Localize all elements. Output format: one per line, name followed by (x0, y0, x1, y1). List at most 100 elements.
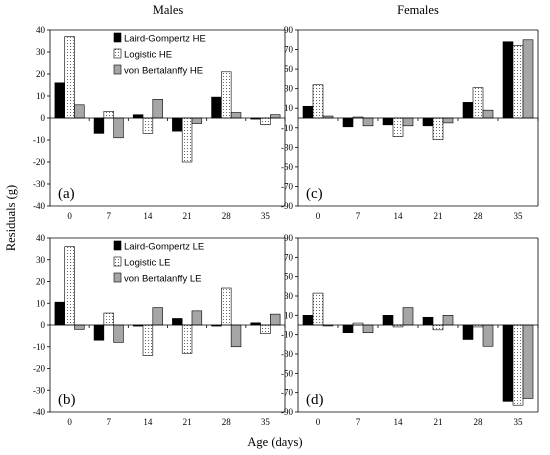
y-tick-label: -90 (281, 407, 293, 417)
chart-panel-a: -40 -30 -20 -10 0 10 20 30 40 0 7 14 21 28 35 (a) Laird-… (33, 25, 286, 221)
column-title-females: Females (397, 3, 439, 17)
bar-b-s2-c5 (270, 313, 281, 326)
bar-b-s1-c4 (221, 287, 232, 326)
x-tick-label: 28 (222, 211, 232, 221)
chart-panel-b: -40 -30 -20 -10 0 10 20 30 40 0 7 14 21 28 35 (b) Laird-… (33, 233, 286, 427)
bar-c-s1-c5 (512, 45, 524, 119)
y-tick-label: -30 (281, 142, 293, 152)
x-tick-label: 14 (394, 417, 404, 427)
x-tick-label: 21 (183, 211, 192, 221)
bar-a-s1-c0 (64, 36, 75, 119)
bar-c-s2-c1 (362, 117, 374, 127)
bar-a-s0-c0 (54, 82, 65, 119)
bar-a-s1-c5 (260, 117, 271, 125)
x-tick-label: 14 (143, 417, 153, 427)
legend-entry: Logistic LE (124, 258, 170, 269)
panel-label: (b) (58, 392, 76, 408)
bar-d-s0-c5 (502, 324, 514, 402)
bar-b-s1-c2 (142, 324, 154, 356)
legend-entry: Logistic HE (124, 50, 172, 61)
bar-c-s0-c3 (422, 117, 434, 127)
legend-swatch (113, 272, 122, 283)
y-tick-label: 0 (41, 113, 46, 123)
bar-a-s2-c4 (230, 112, 242, 119)
chart-panel-d: -90 -70 -50 -30 -10 10 30 50 70 90 0 7 14 21 28 35 (d) (281, 233, 539, 427)
y-tick-label: 90 (284, 25, 294, 35)
x-tick-label: 14 (394, 211, 404, 221)
y-tick-label: 30 (36, 47, 46, 57)
bar-c-s0-c2 (382, 117, 394, 126)
x-tick-label: 35 (261, 417, 271, 427)
bar-a-s1-c1 (103, 111, 114, 119)
bar-a-s1-c2 (142, 117, 154, 134)
bar-c-s2-c5 (522, 39, 534, 119)
y-tick-label: -20 (33, 157, 45, 167)
y-tick-label: 20 (36, 277, 46, 287)
bar-c-s0-c4 (462, 102, 474, 119)
y-tick-label: 30 (36, 255, 46, 265)
y-tick-label: -30 (281, 349, 293, 359)
y-tick-label: 40 (36, 25, 46, 35)
x-tick-label: 0 (67, 211, 72, 221)
x-tick-label: 28 (474, 417, 484, 427)
panel-label: (d) (306, 392, 324, 408)
bar-d-s2-c5 (522, 324, 534, 399)
y-tick-label: -10 (33, 342, 45, 352)
legend-swatch (113, 256, 122, 267)
y-tick-label: -70 (281, 181, 293, 191)
bar-c-s1-c0 (312, 84, 324, 119)
y-tick-label: 10 (284, 103, 294, 113)
y-tick-label: -10 (281, 123, 293, 133)
y-tick-label: -30 (33, 385, 45, 395)
legend-swatch (113, 64, 122, 75)
bar-c-s0-c1 (342, 117, 354, 128)
x-tick-label: 7 (356, 417, 361, 427)
bar-d-s0-c2 (382, 315, 394, 326)
bar-b-s2-c3 (191, 310, 203, 326)
legend-entry: Laird-Gompertz LE (124, 242, 204, 253)
bar-a-s2-c0 (74, 104, 85, 119)
y-tick-label: -10 (33, 135, 45, 145)
legend-swatch (113, 48, 122, 59)
y-tick-label: 70 (284, 252, 294, 262)
bar-c-s0-c5 (502, 41, 514, 119)
y-axis-title: Residuals (g) (4, 185, 18, 251)
y-tick-label: 0 (41, 320, 46, 330)
y-tick-label: 50 (284, 272, 294, 282)
y-tick-label: 30 (284, 84, 294, 94)
bar-d-s1-c3 (432, 324, 444, 331)
bar-d-s0-c4 (462, 324, 474, 340)
legend: Laird-Gompertz HE Logistic HE von Bertalan… (113, 32, 206, 77)
x-tick-label: 35 (514, 417, 524, 427)
y-tick-label: 10 (284, 310, 294, 320)
bar-b-s2-c4 (230, 324, 242, 348)
x-tick-label: 21 (434, 417, 443, 427)
bar-c-s1-c4 (472, 87, 484, 119)
y-tick-label: -70 (281, 388, 293, 398)
bar-b-s0-c3 (172, 318, 183, 326)
bar-b-s0-c1 (93, 324, 105, 341)
y-tick-label: 20 (36, 69, 46, 79)
y-tick-label: 50 (284, 64, 294, 74)
x-tick-label: 21 (434, 211, 443, 221)
y-tick-label: 40 (36, 233, 46, 243)
bar-a-s2-c1 (113, 117, 124, 139)
x-axis-title: Age (days) (247, 435, 302, 449)
bar-d-s1-c0 (312, 292, 324, 326)
panel-label: (a) (58, 186, 75, 202)
bar-d-s0-c1 (342, 324, 354, 334)
bar-b-s1-c5 (260, 324, 271, 334)
bar-c-s2-c3 (442, 117, 454, 124)
y-tick-label: -40 (33, 407, 45, 417)
y-tick-label: 70 (284, 45, 294, 55)
y-tick-label: 30 (284, 291, 294, 301)
bar-a-s0-c1 (93, 117, 105, 134)
bar-a-s2-c2 (152, 99, 163, 119)
legend-entry: von Bertalanffy HE (124, 66, 203, 77)
x-tick-label: 28 (474, 211, 484, 221)
y-tick-label: -30 (33, 179, 45, 189)
x-tick-label: 35 (261, 211, 271, 221)
bar-a-s2-c5 (270, 114, 281, 119)
x-tick-label: 7 (356, 211, 361, 221)
